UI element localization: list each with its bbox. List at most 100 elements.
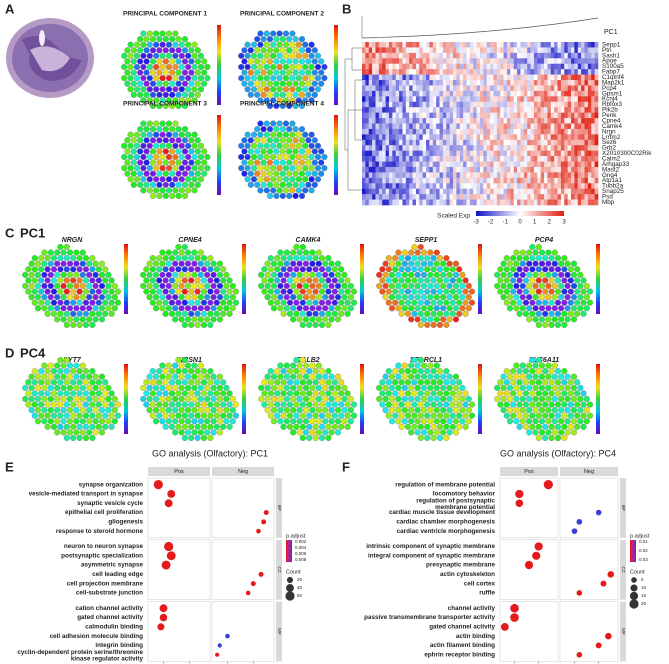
- spot: [347, 294, 354, 301]
- heat-cell: [476, 145, 481, 151]
- heat-cell: [540, 145, 545, 151]
- spot: [73, 282, 80, 290]
- heat-cell: [493, 52, 498, 59]
- heat-cell: [372, 166, 376, 173]
- spot: [25, 266, 32, 273]
- spot: [146, 282, 153, 290]
- heat-cell: [436, 183, 440, 189]
- heat-cell: [520, 118, 525, 124]
- spot: [79, 384, 86, 391]
- heat-cell: [439, 145, 444, 151]
- spot: [127, 86, 134, 93]
- heat-cell: [365, 199, 370, 206]
- spot: [292, 58, 299, 65]
- heat-cell: [486, 134, 491, 141]
- spot: [178, 260, 185, 267]
- spot: [276, 41, 283, 48]
- spot: [257, 86, 264, 93]
- spot: [282, 176, 290, 183]
- spot: [462, 423, 469, 430]
- heat-cell: [405, 112, 410, 119]
- spot: [207, 368, 214, 375]
- heat-cell: [540, 80, 545, 86]
- heat-cell: [584, 161, 589, 168]
- spot: [558, 429, 565, 436]
- heat-cell: [422, 69, 427, 75]
- spot: [376, 395, 383, 403]
- heat-cell: [382, 80, 386, 86]
- heat-cell: [503, 199, 508, 206]
- term-label: neuron to neuron synapse: [64, 543, 144, 550]
- heat-cell: [409, 63, 413, 70]
- heat-cell: [530, 150, 535, 157]
- heat-cell: [594, 166, 599, 173]
- gene-label: Kcnj4: [602, 96, 618, 103]
- spot: [165, 407, 172, 414]
- heat-cell: [493, 107, 498, 113]
- spot: [66, 294, 74, 301]
- heat-cell: [510, 90, 515, 97]
- heat-cell: [419, 172, 423, 179]
- spot: [529, 412, 536, 419]
- spot: [216, 282, 224, 290]
- spot: [220, 412, 227, 419]
- gene-label: Tubb2a: [602, 183, 624, 190]
- heat-cell: [503, 52, 508, 59]
- spot: [175, 368, 182, 375]
- heat-cell: [587, 123, 592, 130]
- term-label: presynaptic membrane: [426, 562, 495, 569]
- heat-cell: [432, 58, 437, 65]
- spot: [216, 395, 224, 403]
- spot: [311, 80, 318, 87]
- spot: [305, 91, 312, 98]
- heat-cell: [473, 123, 477, 130]
- heat-cell: [368, 128, 373, 135]
- spot: [510, 266, 517, 273]
- spot: [172, 52, 179, 59]
- spot: [250, 41, 258, 48]
- heat-cell: [550, 47, 555, 54]
- heat-cell: [584, 74, 589, 81]
- spot: [168, 401, 176, 408]
- spot: [274, 255, 281, 262]
- heat-cell: [550, 172, 555, 179]
- heat-cell: [372, 150, 376, 157]
- spot: [506, 282, 514, 290]
- spot: [223, 395, 230, 403]
- heat-cell: [540, 63, 545, 70]
- heat-cell: [540, 183, 545, 189]
- heat-cell: [520, 69, 525, 75]
- spot: [328, 305, 335, 312]
- spot: [586, 299, 594, 306]
- heat-cell: [422, 52, 427, 59]
- heat-cell: [446, 166, 450, 173]
- heat-cell: [463, 118, 467, 124]
- heat-cell: [533, 96, 538, 103]
- heat-cell: [405, 123, 410, 130]
- spot: [92, 429, 99, 436]
- heat-cell: [469, 150, 474, 157]
- heat-cell: [493, 156, 498, 162]
- heat-cell: [459, 47, 464, 54]
- heat-cell: [574, 177, 579, 184]
- heat-cell: [375, 107, 380, 113]
- spot: [532, 294, 539, 301]
- heat-cell: [500, 123, 504, 130]
- spot: [392, 412, 399, 419]
- heat-cell: [591, 80, 595, 86]
- heat-cell: [388, 52, 393, 59]
- spot: [153, 97, 160, 104]
- spot: [430, 277, 437, 284]
- heat-cell: [392, 80, 397, 86]
- spot-plot: [376, 243, 476, 329]
- heat-cell: [429, 52, 434, 59]
- spot: [267, 255, 274, 262]
- heat-cell: [453, 47, 457, 54]
- spot: [111, 294, 118, 301]
- heat-cell: [547, 177, 552, 184]
- heat-cell: [362, 172, 366, 179]
- spot: [184, 384, 192, 391]
- spot: [398, 379, 405, 386]
- heat-cell: [362, 47, 366, 54]
- spot: [414, 429, 421, 436]
